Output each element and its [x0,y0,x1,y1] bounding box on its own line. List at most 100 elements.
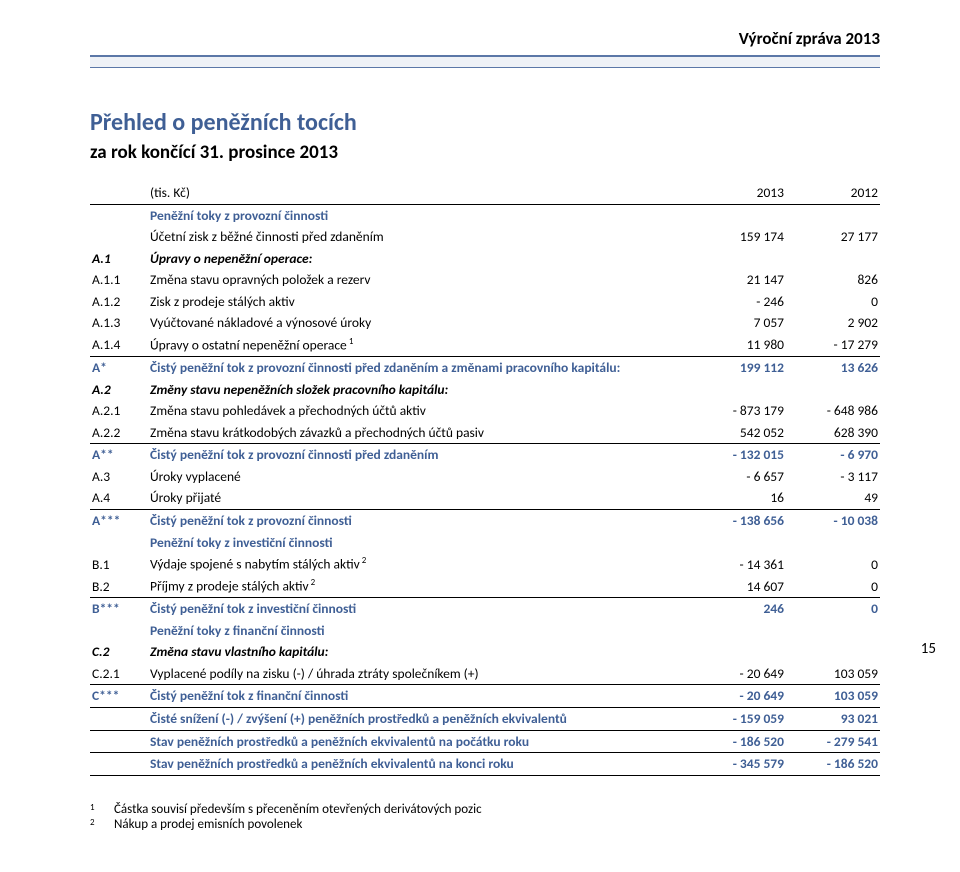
row-code: A.3 [90,466,148,488]
table-row: C.2.1Vyplacené podíly na zisku (-) / úhr… [90,663,880,685]
table-row: A.2Změny stavu nepeněžních složek pracov… [90,379,880,401]
table-row: Stav peněžních prostředků a peněžních ek… [90,753,880,776]
footnote-text: Částka souvisí především s přeceněním ot… [114,802,482,817]
value-2013: - 345 579 [692,753,786,776]
footnote-text: Nákup a prodej emisních povolenek [114,817,302,832]
value-2012: - 279 541 [786,730,880,753]
value-2013: 199 112 [692,357,786,379]
footnote-ref: 2 [360,555,367,566]
table-row: Účetní zisk z běžné činnosti před zdaněn… [90,226,880,248]
table-row: Peněžní toky z investiční činnosti [90,532,880,554]
row-code [90,708,148,731]
row-label: Čistý peněžní tok z provozní činnosti [148,509,692,531]
value-2013: 7 057 [692,312,786,334]
value-2013: - 246 [692,291,786,313]
row-code: A.1.4 [90,334,148,357]
row-code [90,204,148,226]
table-row: A*Čistý peněžní tok z provozní činnosti … [90,357,880,379]
page-number: 15 [921,640,936,658]
table-row: A.1.1Změna stavu opravných položek a rez… [90,269,880,291]
row-label: Peněžní toky z finanční činnosti [148,620,692,642]
row-label: Úpravy o ostatní nepeněžní operace 1 [148,334,692,357]
value-2012 [786,204,880,226]
row-label: Čisté snížení (-) / zvýšení (+) peněžníc… [148,708,692,731]
row-label: Změna stavu vlastního kapitálu: [148,641,692,663]
row-code: A.4 [90,487,148,509]
table-row: A.1.4Úpravy o ostatní nepeněžní operace … [90,334,880,357]
value-2012: - 6 970 [786,444,880,466]
value-2013 [692,248,786,270]
value-2013 [692,532,786,554]
row-code: B.1 [90,553,148,575]
row-code [90,532,148,554]
row-label: Zisk z prodeje stálých aktiv [148,291,692,313]
value-2012 [786,620,880,642]
value-2013: - 14 361 [692,553,786,575]
document-title: Přehled o peněžních tocích [90,108,880,137]
row-code: C.2.1 [90,663,148,685]
value-2013: - 20 649 [692,685,786,708]
value-2013: 159 174 [692,226,786,248]
value-2013 [692,620,786,642]
row-label: Změna stavu krátkodobých závazků a přech… [148,422,692,444]
value-2013 [692,641,786,663]
report-header: Výroční zpráva 2013 [90,28,880,49]
value-2013: - 132 015 [692,444,786,466]
row-code: A.2.2 [90,422,148,444]
table-row: Čisté snížení (-) / zvýšení (+) peněžníc… [90,708,880,731]
value-2012: 628 390 [786,422,880,444]
row-code: A.1.3 [90,312,148,334]
value-2012: 0 [786,575,880,598]
value-2012 [786,248,880,270]
row-label: Čistý peněžní tok z provozní činnosti př… [148,444,692,466]
table-row: A.2.2Změna stavu krátkodobých závazků a … [90,422,880,444]
row-label: Stav peněžních prostředků a peněžních ek… [148,753,692,776]
row-label: Čistý peněžní tok z finanční činnosti [148,685,692,708]
row-code [90,226,148,248]
year-col-2: 2012 [786,182,880,204]
value-2013: - 6 657 [692,466,786,488]
footnote-number: 2 [90,817,100,832]
footnotes: 1Částka souvisí především s přeceněním o… [90,802,880,832]
value-2013: 246 [692,598,786,620]
table-row: A.4Úroky přijaté1649 [90,487,880,509]
value-2013: 11 980 [692,334,786,357]
row-label: Výdaje spojené s nabytím stálých aktiv 2 [148,553,692,575]
table-row: B***Čistý peněžní tok z investiční činno… [90,598,880,620]
row-label: Vyplacené podíly na zisku (-) / úhrada z… [148,663,692,685]
value-2013: - 20 649 [692,663,786,685]
value-2013: 16 [692,487,786,509]
row-label: Peněžní toky z investiční činnosti [148,532,692,554]
row-label: Změny stavu nepeněžních složek pracovníh… [148,379,692,401]
table-row: A***Čistý peněžní tok z provozní činnost… [90,509,880,531]
value-2012: 0 [786,553,880,575]
value-2012: 826 [786,269,880,291]
row-code: C*** [90,685,148,708]
table-row: Peněžní toky z provozní činnosti [90,204,880,226]
header-rule [90,55,880,68]
row-label: Příjmy z prodeje stálých aktiv 2 [148,575,692,598]
value-2012: 2 902 [786,312,880,334]
table-row: A.1.3Vyúčtované nákladové a výnosové úro… [90,312,880,334]
value-2012 [786,641,880,663]
value-2012: - 10 038 [786,509,880,531]
row-label: Čistý peněžní tok z provozní činnosti př… [148,357,692,379]
row-label: Změna stavu pohledávek a přechodných účt… [148,400,692,422]
value-2013: 14 607 [692,575,786,598]
value-2012: 0 [786,291,880,313]
value-2013: - 159 059 [692,708,786,731]
table-row: Stav peněžních prostředků a peněžních ek… [90,730,880,753]
row-code: A* [90,357,148,379]
value-2013: - 186 520 [692,730,786,753]
row-code: B.2 [90,575,148,598]
table-header-row: (tis. Kč)20132012 [90,182,880,204]
value-2013: 21 147 [692,269,786,291]
value-2012: 49 [786,487,880,509]
value-2012: 103 059 [786,685,880,708]
value-2012: - 3 117 [786,466,880,488]
table-row: Peněžní toky z finanční činnosti [90,620,880,642]
row-code: A*** [90,509,148,531]
table-row: C***Čistý peněžní tok z finanční činnost… [90,685,880,708]
row-code: A.1 [90,248,148,270]
cashflow-table: (tis. Kč)20132012Peněžní toky z provozní… [90,182,880,776]
